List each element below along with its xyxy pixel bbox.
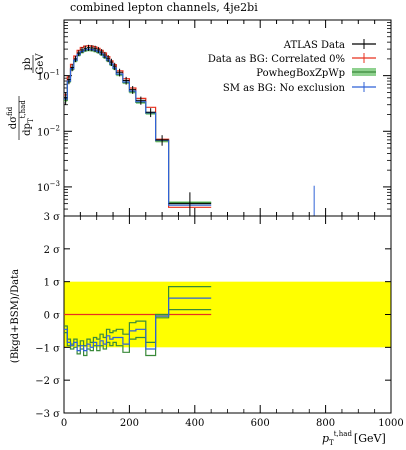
lower-xtick-label: 600 xyxy=(251,418,270,429)
lower-ytick-label: 0 σ xyxy=(44,311,61,322)
chart-title: combined lepton channels, 4je2bi xyxy=(70,1,258,14)
upper-ylabel: dσfid dpTt,had xyxy=(6,96,35,140)
lower-axis-ticks: 3 σ 2 σ 1 σ 0 σ −1 σ −2 σ −3 σ0 200 400 600 800 100… xyxy=(35,212,403,429)
yunit-denominator: GeV xyxy=(35,53,46,75)
lower-ytick-label: −3 σ xyxy=(35,409,60,420)
upper-ytick-label: 10−1 xyxy=(37,69,60,83)
powheg-line xyxy=(64,49,212,204)
legend-sm-as-bg-label: SM as BG: No exclusion xyxy=(223,83,346,94)
upper-axis-ticks: 10−1 10−2 10−3 xyxy=(37,20,392,217)
ylabel-numerator-sup: fid xyxy=(6,106,14,116)
lower-ytick-label: 3 σ xyxy=(44,212,61,223)
upper-yunit: pb GeV xyxy=(22,53,46,75)
yunit-numerator: pb xyxy=(22,58,33,71)
ylabel-denominator-sup: t,had xyxy=(19,100,27,119)
svg-text:dpTt,had: dpTt,had xyxy=(19,100,35,136)
upper-band-layer xyxy=(64,48,212,205)
xlabel-sub: T xyxy=(329,439,334,447)
xlabel-sup: t,had xyxy=(334,430,353,438)
upper-ytick-label: 10−2 xyxy=(37,124,60,138)
legend-powheg-label: PowhegBoxZpWp xyxy=(256,68,345,79)
upper-ytick-label: 10−3 xyxy=(37,180,60,194)
upper-data-layer xyxy=(64,44,315,216)
ylabel-denominator-sub: T xyxy=(27,118,35,123)
lower-ytick-label: −1 σ xyxy=(35,343,60,354)
ylabel-denominator: dp xyxy=(22,123,33,136)
lower-xtick-label: 400 xyxy=(185,418,204,429)
lower-xtick-label: 200 xyxy=(120,418,139,429)
xlabel-unit: [GeV] xyxy=(354,432,386,445)
lower-xtick-label: 800 xyxy=(316,418,335,429)
lower-lines-layer xyxy=(64,286,212,357)
xlabel-main: p xyxy=(322,432,329,445)
lower-ytick-label: 2 σ xyxy=(44,245,61,256)
svg-text:dσfid: dσfid xyxy=(6,106,19,129)
lower-ytick-label: 1 σ xyxy=(44,278,61,289)
legend-atlas-data-label: ATLAS Data xyxy=(283,40,345,51)
lower-ylabel: (Bkgd+BSM)/Data xyxy=(10,269,21,363)
ylabel-numerator: dσ xyxy=(8,116,19,129)
legend: ATLAS Data Data as BG: Correlated 0% Powhe… xyxy=(208,39,376,94)
ratio-sm-as-bg-line xyxy=(64,297,212,352)
sm-as-bg-line xyxy=(64,48,212,206)
lower-xtick-label: 0 xyxy=(61,418,67,429)
legend-data-as-bg-label: Data as BG: Correlated 0% xyxy=(208,54,345,65)
x-axis-label: pTt,had [GeV] xyxy=(322,430,386,447)
upper-lines-layer xyxy=(64,45,212,208)
lower-xtick-label: 1000 xyxy=(378,418,403,429)
data-as-bg-line xyxy=(64,45,212,208)
lower-ytick-label: −2 σ xyxy=(35,376,60,387)
